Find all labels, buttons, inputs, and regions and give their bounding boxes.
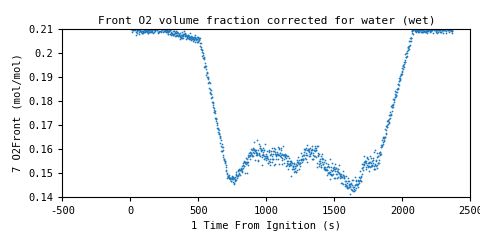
Title: Front O2 volume fraction corrected for water (wet): Front O2 volume fraction corrected for w… (97, 15, 435, 25)
X-axis label: 1 Time From Ignition (s): 1 Time From Ignition (s) (192, 221, 341, 231)
Y-axis label: 7 O2Front (mol/mol): 7 O2Front (mol/mol) (13, 54, 23, 172)
